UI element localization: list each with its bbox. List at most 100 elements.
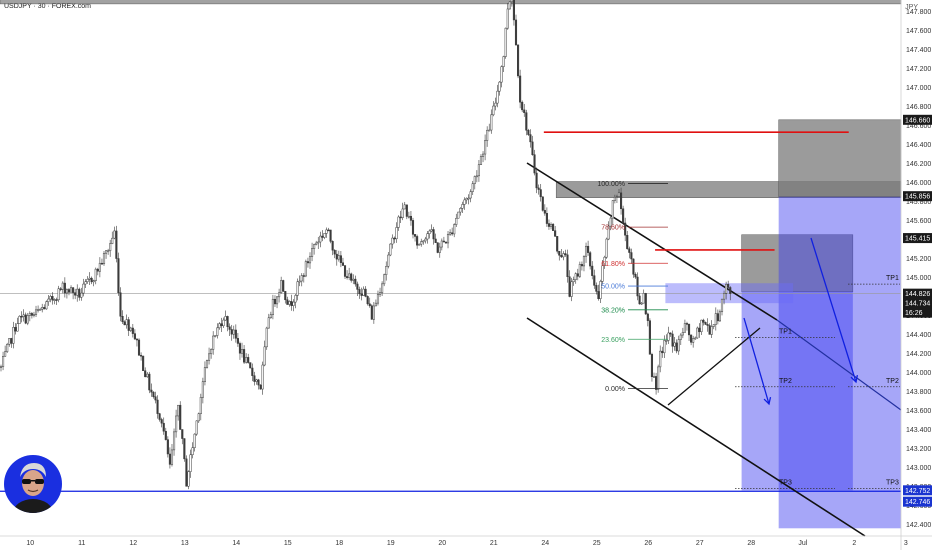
- candle-body: [683, 323, 686, 333]
- candle-body: [677, 339, 680, 352]
- candle-body: [467, 197, 470, 200]
- candle-body: [308, 256, 312, 264]
- zone-5: [778, 196, 901, 529]
- candle-body: [638, 295, 641, 305]
- candle-body: [90, 277, 93, 283]
- candle-body: [34, 309, 38, 315]
- candle-body: [14, 327, 17, 332]
- candle-body: [714, 313, 717, 325]
- candle-body: [490, 114, 493, 131]
- x-tick-label: 28: [747, 540, 755, 547]
- candle-body: [94, 268, 97, 281]
- candle-body: [584, 245, 588, 257]
- candle-body: [700, 319, 703, 333]
- candle-body: [521, 101, 524, 111]
- candle-body: [543, 210, 546, 214]
- x-tick-label: 21: [490, 540, 498, 547]
- candle-body: [368, 303, 371, 306]
- candle-body: [170, 449, 174, 465]
- x-tick-label: 20: [438, 540, 446, 547]
- candle-body: [615, 196, 618, 198]
- candle-body: [296, 281, 299, 296]
- y-tick-label: 144.400: [906, 332, 931, 339]
- candle-body: [622, 208, 625, 224]
- candle-body: [119, 292, 122, 317]
- candle-body: [107, 250, 110, 252]
- wedge-line: [667, 327, 761, 406]
- candle-body: [376, 294, 380, 304]
- candle-body: [212, 335, 215, 350]
- channel-upper: [526, 162, 778, 321]
- candle-body: [648, 320, 651, 355]
- candle-body: [426, 233, 429, 240]
- candle-body: [687, 323, 691, 336]
- y-tick-label: 147.800: [906, 9, 931, 16]
- zone-3: [741, 234, 854, 292]
- candle-body: [210, 349, 213, 355]
- candle-body: [166, 439, 169, 455]
- candle-body: [486, 129, 489, 141]
- candle-body: [111, 237, 114, 244]
- candle-body: [47, 298, 50, 302]
- candle-body: [67, 289, 71, 293]
- candle-body: [411, 220, 415, 235]
- candle-body: [302, 275, 305, 277]
- candle-body: [263, 346, 266, 366]
- candle-body: [203, 367, 206, 382]
- candle-body: [43, 307, 46, 310]
- candle-body: [185, 458, 188, 487]
- candle-body: [280, 280, 283, 293]
- candle-body: [240, 349, 244, 354]
- candle-body: [172, 431, 176, 451]
- candle-body: [617, 192, 621, 197]
- candle-body: [595, 285, 598, 292]
- candle-body: [473, 176, 476, 184]
- candle-body: [80, 292, 83, 298]
- candle-body: [304, 261, 307, 277]
- candle-body: [438, 246, 441, 253]
- candle-body: [39, 309, 42, 311]
- chart-title: USDJPY · 30 · FOREX.com: [4, 3, 92, 10]
- candle-body: [424, 238, 427, 242]
- candle-body: [230, 329, 233, 335]
- candle-body: [667, 332, 670, 341]
- candle-body: [539, 189, 542, 198]
- candle-body: [562, 253, 565, 258]
- price-tag: [903, 298, 932, 309]
- candle-body: [226, 316, 229, 328]
- candle-body: [82, 283, 85, 294]
- candle-body: [669, 332, 672, 335]
- candle-body: [712, 324, 715, 327]
- candle-body: [389, 243, 392, 256]
- x-tick-label: 19: [387, 540, 395, 547]
- candle-body: [144, 370, 147, 378]
- candle-body: [554, 230, 557, 237]
- candle-body: [271, 298, 274, 315]
- candle-body: [496, 90, 499, 104]
- x-tick-label: Jul: [798, 540, 807, 547]
- channel-layer: [526, 162, 902, 537]
- candle-body: [409, 215, 412, 221]
- candle-body: [98, 262, 101, 272]
- x-tick-label: 11: [78, 540, 85, 547]
- candle-body: [576, 273, 579, 277]
- candle-body: [292, 301, 295, 306]
- candle-body: [187, 471, 190, 487]
- candle-body: [599, 281, 602, 299]
- candle-body: [702, 319, 705, 323]
- candle-body: [455, 217, 458, 225]
- candle-body: [366, 296, 369, 305]
- candle-body: [607, 225, 610, 240]
- avatar: [4, 455, 62, 513]
- candle-body: [391, 237, 394, 245]
- y-tick-label: 143.200: [906, 446, 931, 453]
- candle-body: [708, 325, 711, 335]
- price-tag-label: 145.415: [905, 236, 930, 243]
- candle-body: [500, 66, 503, 83]
- candle-body: [96, 268, 99, 272]
- zone-0: [0, 0, 902, 5]
- candle-body: [552, 224, 555, 231]
- candle-body: [133, 333, 136, 340]
- candle-body: [652, 376, 656, 378]
